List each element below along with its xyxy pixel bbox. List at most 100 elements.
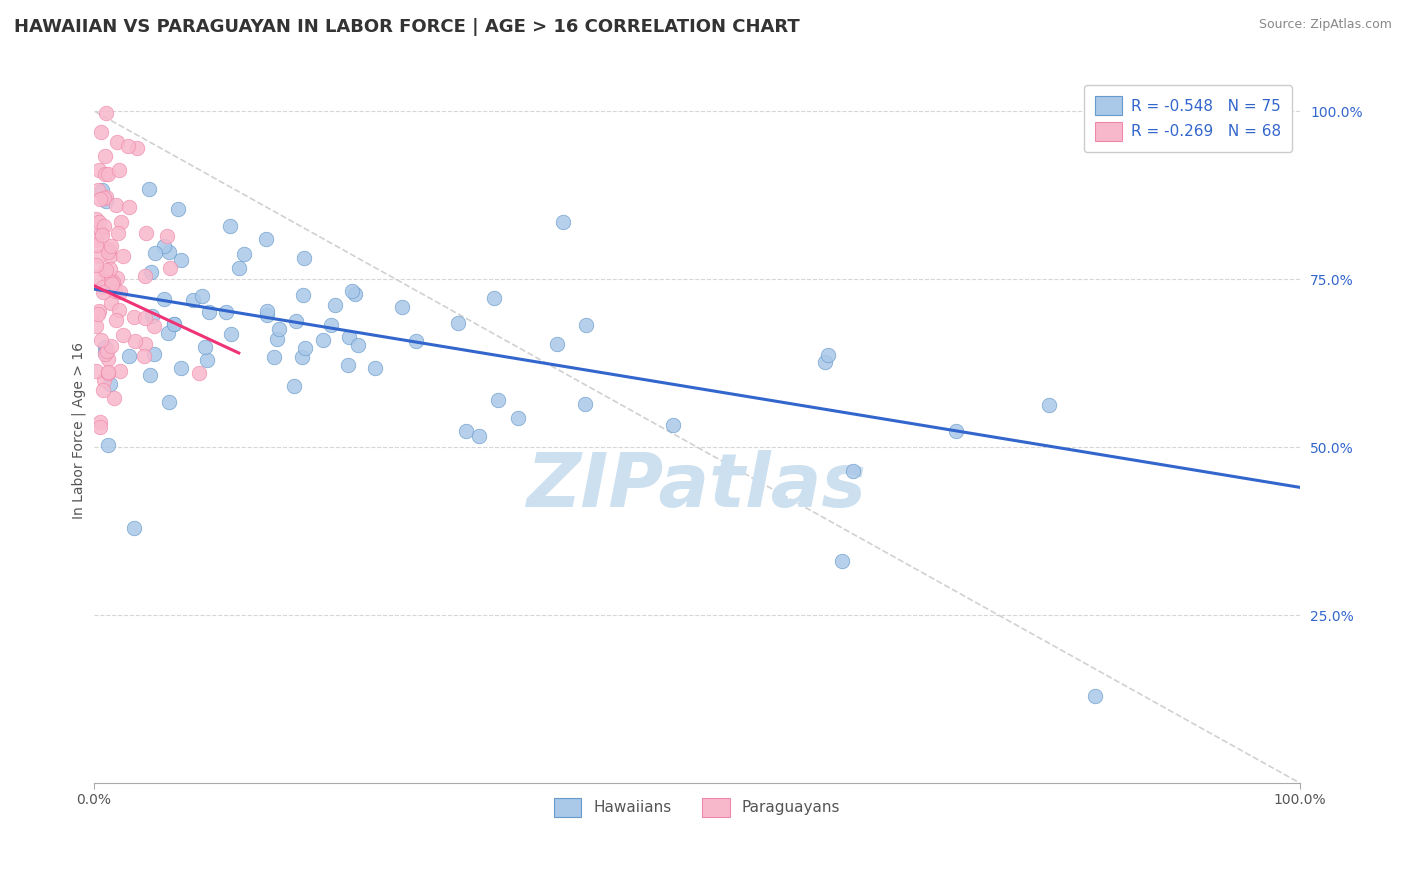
Point — [97, 437, 120, 451]
Point — [141, 310, 163, 324]
Point — [94, 340, 117, 354]
Point — [93, 167, 115, 181]
Point — [294, 341, 316, 355]
Point — [662, 417, 685, 432]
Point — [118, 200, 141, 214]
Point — [87, 249, 110, 263]
Point — [89, 415, 111, 429]
Point — [94, 149, 117, 163]
Point — [482, 292, 505, 306]
Point — [170, 361, 193, 376]
Point — [124, 310, 146, 325]
Text: Source: ZipAtlas.com: Source: ZipAtlas.com — [1258, 18, 1392, 31]
Point — [104, 197, 127, 211]
Point — [84, 233, 107, 247]
Point — [89, 419, 111, 434]
Legend: Hawaiians, Paraguayans: Hawaiians, Paraguayans — [546, 790, 848, 825]
Point — [291, 288, 314, 302]
Point — [152, 292, 174, 306]
Point — [105, 135, 128, 149]
Point — [162, 317, 184, 331]
Point — [841, 464, 863, 478]
Point — [256, 304, 278, 318]
Point — [105, 313, 128, 327]
Point — [89, 304, 111, 318]
Point — [488, 392, 510, 407]
Point — [817, 348, 839, 362]
Point — [124, 521, 146, 535]
Point — [143, 246, 166, 260]
Point — [89, 192, 111, 206]
Point — [364, 360, 387, 375]
Point — [86, 238, 108, 252]
Point — [101, 275, 124, 289]
Point — [111, 327, 134, 342]
Point — [219, 326, 242, 341]
Point — [96, 190, 118, 204]
Point — [336, 358, 359, 372]
Point — [134, 337, 156, 351]
Point — [157, 326, 180, 340]
Point — [91, 280, 114, 294]
Point — [100, 275, 122, 289]
Point — [100, 249, 122, 263]
Point — [93, 219, 115, 234]
Point — [142, 319, 165, 334]
Point — [96, 194, 118, 209]
Point — [94, 263, 117, 277]
Point — [233, 247, 256, 261]
Point — [323, 298, 346, 312]
Point — [405, 334, 427, 349]
Point — [132, 349, 155, 363]
Point — [87, 163, 110, 178]
Point — [84, 364, 107, 378]
Point — [468, 429, 491, 443]
Point — [91, 183, 114, 197]
Point — [97, 242, 120, 256]
Point — [152, 239, 174, 253]
Point — [340, 285, 363, 299]
Point — [103, 391, 125, 405]
Point — [575, 318, 598, 332]
Point — [91, 384, 114, 398]
Point — [110, 285, 132, 300]
Point — [100, 239, 122, 253]
Point — [574, 397, 596, 411]
Point — [263, 350, 285, 364]
Point — [110, 215, 132, 229]
Point — [104, 284, 127, 298]
Point — [167, 202, 190, 217]
Point — [98, 261, 121, 276]
Point — [291, 350, 314, 364]
Point — [181, 293, 204, 307]
Point — [97, 365, 120, 379]
Point — [86, 319, 108, 334]
Point — [94, 105, 117, 120]
Point — [84, 258, 107, 272]
Point — [96, 343, 118, 358]
Text: ZIPatlas: ZIPatlas — [527, 450, 868, 524]
Point — [218, 219, 240, 233]
Point — [87, 307, 110, 321]
Point — [91, 285, 114, 299]
Point — [187, 366, 209, 380]
Point — [546, 337, 568, 351]
Point — [90, 227, 112, 242]
Point — [117, 139, 139, 153]
Point — [945, 425, 967, 439]
Point — [97, 352, 120, 367]
Point — [94, 347, 117, 361]
Point — [124, 334, 146, 348]
Point — [228, 260, 250, 275]
Point — [157, 244, 180, 259]
Point — [159, 260, 181, 275]
Point — [139, 265, 162, 279]
Point — [197, 352, 219, 367]
Point — [506, 411, 529, 425]
Point — [142, 347, 165, 361]
Point — [107, 163, 129, 178]
Point — [170, 253, 193, 268]
Point — [97, 366, 120, 380]
Point — [86, 269, 108, 284]
Point — [84, 212, 107, 227]
